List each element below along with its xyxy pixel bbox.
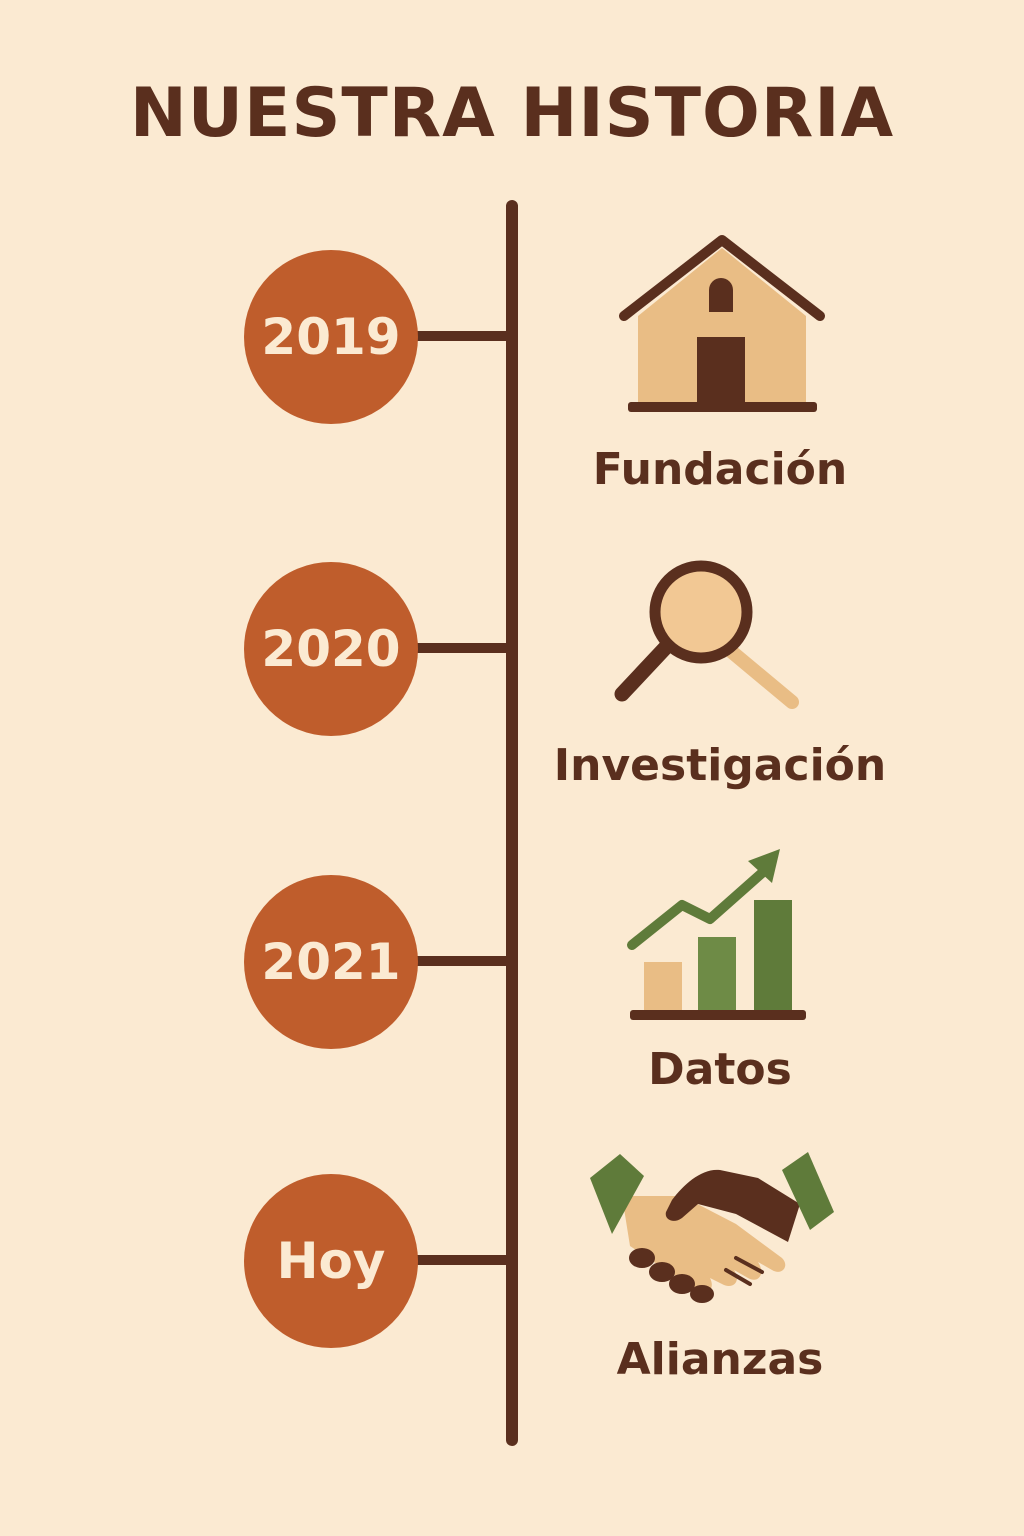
- year-badge: 2019: [244, 250, 418, 424]
- page-title: NUESTRA HISTORIA: [129, 74, 895, 153]
- year-badge: Hoy: [244, 1174, 418, 1348]
- milestone-label: Fundación: [592, 444, 848, 495]
- growth-chart-icon: [627, 849, 806, 1020]
- year-badge: 2020: [244, 562, 418, 736]
- milestone-label: Datos: [648, 1044, 792, 1095]
- year-badge: 2021: [244, 875, 418, 1049]
- milestone-label: Investigación: [553, 740, 887, 791]
- timeline-axis: [506, 200, 518, 1446]
- connector-line: [408, 956, 512, 966]
- magnifier-icon: [614, 560, 799, 709]
- connector-line: [408, 643, 512, 653]
- house-icon: [619, 235, 825, 412]
- connector-line: [408, 1255, 512, 1265]
- milestone-label: Alianzas: [616, 1334, 824, 1385]
- handshake-icon: [590, 1152, 834, 1303]
- connector-line: [408, 331, 512, 341]
